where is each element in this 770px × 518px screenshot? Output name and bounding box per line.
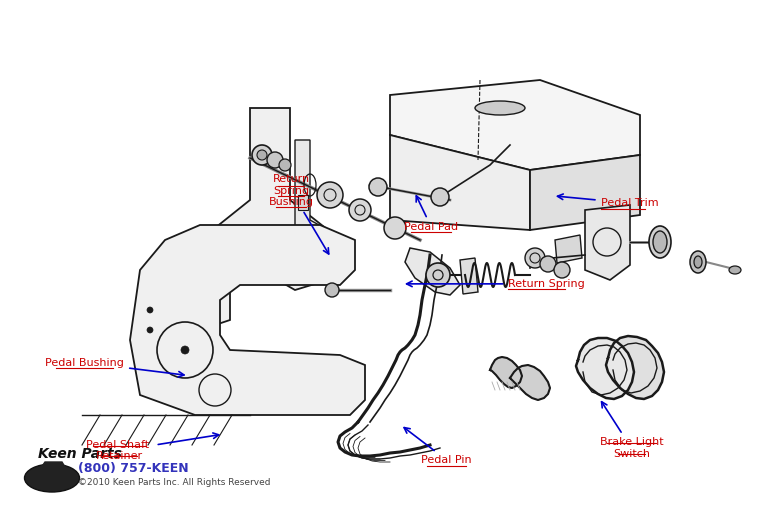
Text: Return
Spring
Bushing: Return Spring Bushing [269,174,329,254]
Circle shape [431,188,449,206]
Circle shape [279,159,291,171]
Circle shape [349,199,371,221]
Text: Return Spring: Return Spring [407,279,585,289]
Polygon shape [390,135,530,230]
Circle shape [325,283,339,297]
Text: Pedal Shaft 
Retainer: Pedal Shaft Retainer [86,433,219,462]
Text: Pedal Trim: Pedal Trim [557,194,658,208]
Text: Pedal Pad: Pedal Pad [404,196,458,232]
Circle shape [525,248,545,268]
Text: Pedal Bushing: Pedal Bushing [45,357,184,377]
Polygon shape [405,248,460,295]
Polygon shape [295,140,328,245]
Circle shape [426,263,450,287]
Circle shape [147,327,153,333]
Polygon shape [38,462,68,472]
Circle shape [384,217,406,239]
Polygon shape [460,258,478,294]
Polygon shape [585,205,630,280]
Circle shape [540,256,556,272]
Polygon shape [298,195,308,210]
Circle shape [257,150,267,160]
Polygon shape [490,357,522,388]
Circle shape [267,152,283,168]
Polygon shape [555,235,582,263]
Polygon shape [200,108,328,330]
Ellipse shape [729,266,741,274]
Circle shape [147,307,153,313]
Circle shape [181,346,189,354]
Ellipse shape [690,251,706,273]
Polygon shape [576,338,634,399]
Ellipse shape [694,256,702,268]
Text: ©2010 Keen Parts Inc. All Rights Reserved: ©2010 Keen Parts Inc. All Rights Reserve… [78,478,270,487]
Ellipse shape [25,464,79,492]
Polygon shape [510,365,550,400]
Text: Brake Light
Switch: Brake Light Switch [600,402,663,459]
Circle shape [252,145,272,165]
Circle shape [554,262,570,278]
Text: (800) 757-KEEN: (800) 757-KEEN [78,462,189,475]
Circle shape [317,182,343,208]
Ellipse shape [653,231,667,253]
Ellipse shape [475,101,525,115]
Polygon shape [130,225,365,415]
Text: Keen Parts: Keen Parts [38,447,122,461]
Circle shape [369,178,387,196]
Ellipse shape [649,226,671,258]
Polygon shape [606,336,664,399]
Polygon shape [530,155,640,230]
Text: Pedal Pin: Pedal Pin [404,427,472,465]
Polygon shape [390,80,640,170]
